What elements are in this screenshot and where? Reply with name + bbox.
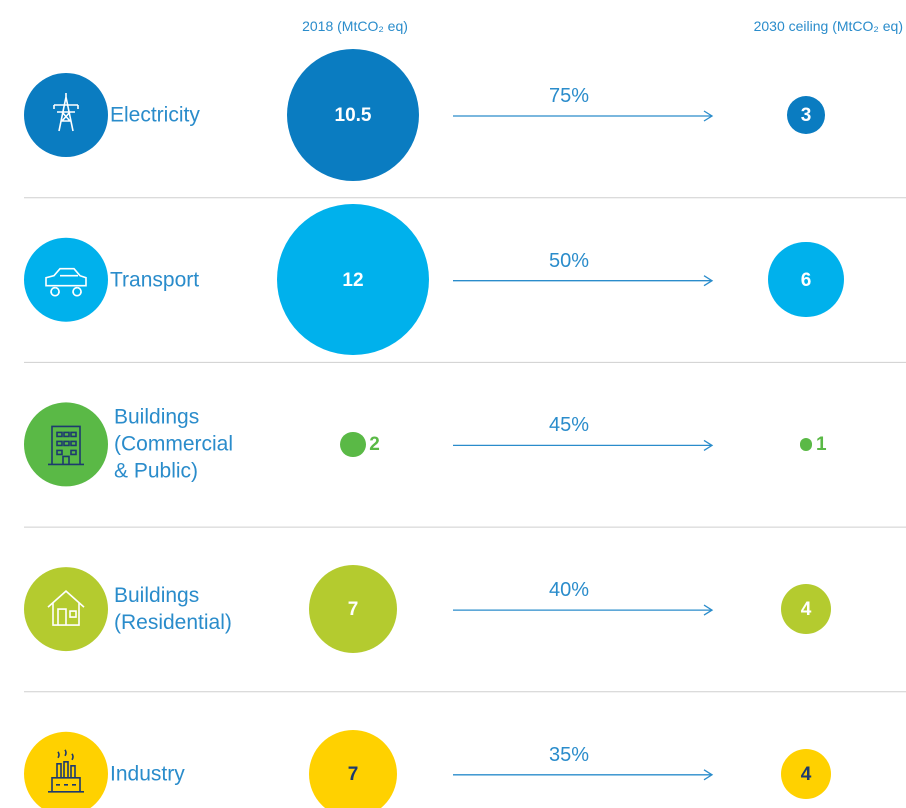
arrow-head xyxy=(703,604,714,616)
bubble-label: 7 xyxy=(347,763,359,785)
category-icon xyxy=(47,590,85,626)
category-icon-bg xyxy=(24,73,108,157)
bubble xyxy=(286,48,420,182)
category-icon-bg xyxy=(24,731,108,808)
reduction-label: 50% xyxy=(548,249,590,272)
bubble-label: 7 xyxy=(347,599,359,621)
bubble xyxy=(768,241,844,318)
bubble-label: 6 xyxy=(800,269,812,291)
bubble xyxy=(277,204,429,356)
bubble xyxy=(780,583,832,635)
column-header: 2018 (MtCO₂ eq) xyxy=(302,18,408,34)
category-icon-bg xyxy=(24,402,108,487)
bubble-label: 10.5 xyxy=(334,105,372,126)
bubble-label: 4 xyxy=(800,763,812,785)
arrow-head xyxy=(703,769,714,781)
bubble-label: 12 xyxy=(342,269,364,291)
category-icon-bg xyxy=(24,237,108,322)
bubble xyxy=(787,96,825,134)
reduction-label: 35% xyxy=(548,743,590,766)
bubble xyxy=(340,431,366,457)
category-label: Industry xyxy=(110,762,185,786)
column-header: 2030 ceiling (MtCO₂ eq) xyxy=(753,18,903,34)
category-icon xyxy=(45,267,87,297)
bubble xyxy=(308,729,398,808)
reduction-label: 75% xyxy=(548,85,590,107)
category-icon xyxy=(53,93,79,132)
arrow-head xyxy=(703,275,714,287)
bubble xyxy=(308,565,398,654)
category-label: Electricity xyxy=(110,103,200,127)
category-icon xyxy=(48,425,84,466)
arrow-head xyxy=(703,439,714,451)
bubble-label: 2 xyxy=(369,434,380,456)
category-label: Buildings (Residential) xyxy=(114,584,232,635)
arrow-head xyxy=(703,110,714,122)
category-label: Buildings (Commercial & Public) xyxy=(114,405,234,483)
reduction-label: 45% xyxy=(548,414,590,437)
reduction-label: 40% xyxy=(548,579,590,602)
bubble-label: 3 xyxy=(800,105,812,126)
bubble-label: 1 xyxy=(816,434,827,456)
category-label: Transport xyxy=(110,268,200,292)
category-icon xyxy=(48,749,84,793)
bubble xyxy=(780,748,832,799)
bubble xyxy=(799,438,813,451)
bubble-label: 4 xyxy=(800,599,812,621)
